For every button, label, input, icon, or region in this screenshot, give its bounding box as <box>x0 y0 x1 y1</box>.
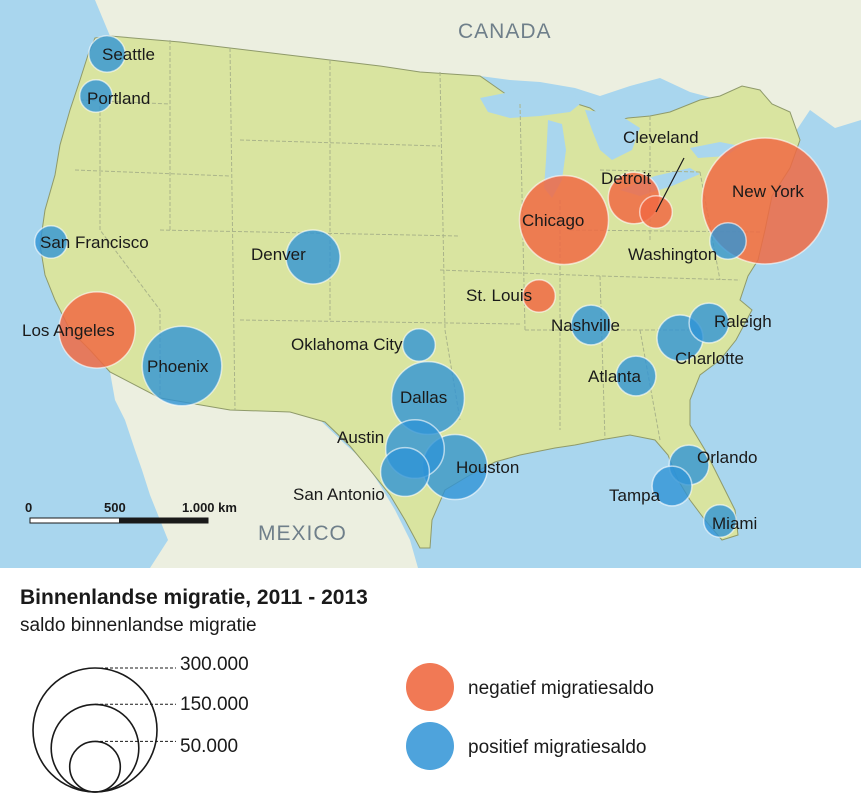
city-label-st-louis: St. Louis <box>466 286 532 305</box>
bubble-los-angeles <box>58 291 136 369</box>
city-labels: Seattle Portland San Francisco Los Angel… <box>22 45 804 533</box>
legend-size-label-300000: 300.000 <box>180 654 249 675</box>
city-label-raleigh: Raleigh <box>714 312 772 331</box>
legend-positive-label: positief migratiesaldo <box>468 737 646 758</box>
city-label-portland: Portland <box>87 89 150 108</box>
city-label-chicago: Chicago <box>522 211 584 230</box>
city-label-cleveland: Cleveland <box>623 128 699 147</box>
city-label-san-francisco: San Francisco <box>40 233 149 252</box>
city-label-atlanta: Atlanta <box>588 367 641 386</box>
legend: Binnenlandse migratie, 2011 - 2013 saldo… <box>0 568 861 800</box>
city-label-houston: Houston <box>456 458 519 477</box>
lake-superior <box>480 90 585 118</box>
city-label-orlando: Orlando <box>697 448 757 467</box>
bubble-san-francisco <box>33 224 69 260</box>
bubble-oklahoma-city <box>401 327 437 363</box>
legend-size-label-50000: 50.000 <box>180 736 238 757</box>
bubble-chicago <box>518 174 610 266</box>
bubble-washington <box>709 222 747 260</box>
legend-size-circle-150000 <box>50 703 140 793</box>
legend-title: Binnenlandse migratie, 2011 - 2013 <box>20 586 368 609</box>
scale-label-500: 500 <box>104 500 126 515</box>
legend-subtitle: saldo binnenlandse migratie <box>20 615 257 636</box>
country-label-mexico: MEXICO <box>258 522 347 545</box>
bubble-portland <box>78 78 114 114</box>
city-label-seattle: Seattle <box>102 45 155 64</box>
city-label-los-angeles: Los Angeles <box>22 321 115 340</box>
legend-negative-label: negatief migratiesaldo <box>468 678 654 699</box>
legend-positive-swatch <box>406 722 454 770</box>
scale-bar: 0 500 1.000 km <box>25 500 237 524</box>
bubble-raleigh <box>688 302 730 344</box>
city-label-oklahoma-city: Oklahoma City <box>291 335 403 354</box>
city-label-nashville: Nashville <box>551 316 620 335</box>
city-label-charlotte: Charlotte <box>675 349 744 368</box>
legend-negative-swatch <box>406 663 454 711</box>
city-label-miami: Miami <box>712 514 757 533</box>
city-label-detroit: Detroit <box>601 169 651 188</box>
legend-graphics: 300.000 150.000 50.000 negatief migratie… <box>32 654 654 793</box>
city-label-dallas: Dallas <box>400 388 447 407</box>
scale-label-0: 0 <box>25 500 32 515</box>
bubble-st-louis <box>521 278 557 314</box>
city-label-phoenix: Phoenix <box>147 357 209 376</box>
scale-label-1000: 1.000 km <box>182 500 237 515</box>
lake-huron <box>585 110 640 160</box>
city-label-denver: Denver <box>251 245 306 264</box>
city-label-san-antonio: San Antonio <box>293 485 385 504</box>
map: CANADA MEXICO 0 500 1.000 km <box>0 0 861 568</box>
bubble-tampa <box>651 465 693 507</box>
bubble-miami <box>702 503 738 539</box>
bubble-phoenix <box>141 325 223 407</box>
legend-size-label-150000: 150.000 <box>180 694 249 715</box>
bubble-denver <box>285 229 341 285</box>
city-label-new-york: New York <box>732 182 804 201</box>
city-bubbles <box>33 35 829 539</box>
bubble-seattle <box>88 35 126 73</box>
bubble-nashville <box>570 304 612 346</box>
cleveland-leader-line <box>655 157 685 213</box>
city-label-washington: Washington <box>628 245 717 264</box>
bubble-san-antonio <box>379 446 431 498</box>
legend-size-circle-300000 <box>32 667 158 793</box>
country-label-canada: CANADA <box>458 20 552 43</box>
legend-size-circle-50000 <box>68 740 122 793</box>
city-label-tampa: Tampa <box>609 486 661 505</box>
city-label-austin: Austin <box>337 428 384 447</box>
canada-land <box>95 0 861 140</box>
bubble-atlanta <box>615 355 657 397</box>
